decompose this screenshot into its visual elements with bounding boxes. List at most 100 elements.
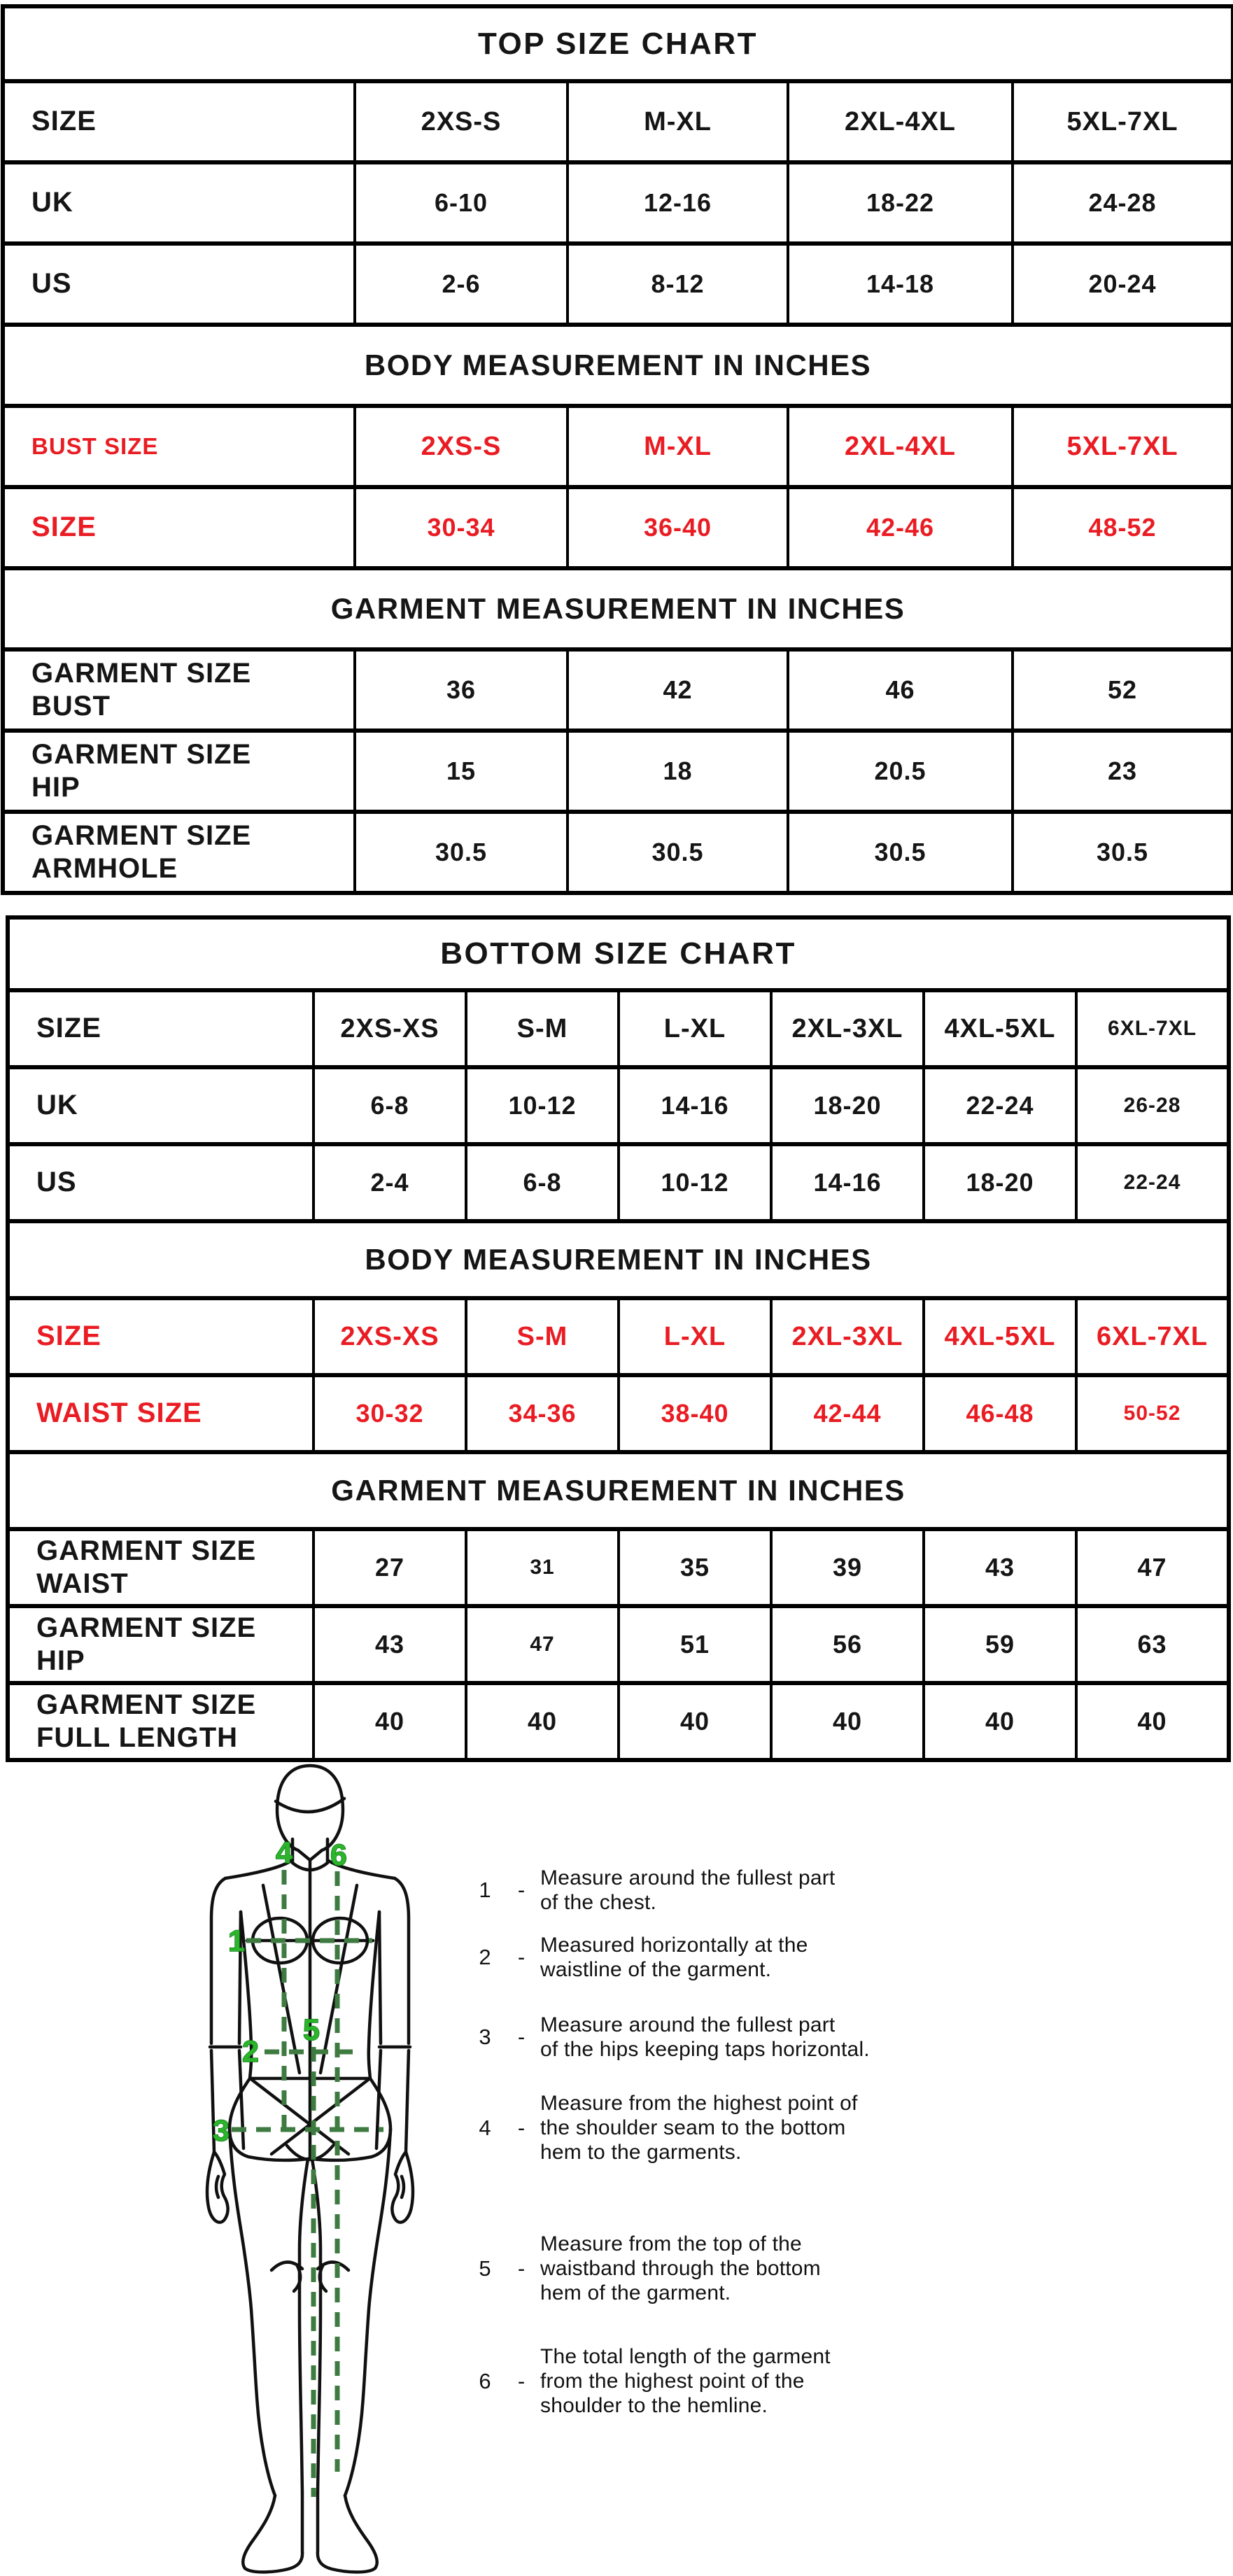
section-header: GARMENT MEASUREMENT IN INCHES — [1, 566, 1233, 652]
hip-seams — [250, 2078, 370, 2162]
value-cell: 46-48 — [922, 1373, 1078, 1454]
value-cell: 30-32 — [312, 1373, 467, 1454]
value-cell: 46 — [787, 647, 1014, 733]
value-cell: 50-52 — [1074, 1373, 1231, 1454]
section-header: BODY MEASUREMENT IN INCHES — [1, 323, 1233, 408]
row-label: GARMENT SIZE HIP — [6, 1604, 315, 1685]
legend-item-5: 5- Measure from the top of the waistband … — [467, 2232, 1002, 2305]
value-cell: 48-52 — [1010, 485, 1233, 570]
value-cell: 31 — [465, 1527, 620, 1608]
value-cell: 14-16 — [770, 1142, 925, 1223]
row-label: SIZE — [6, 1296, 315, 1377]
right-arm — [374, 1876, 412, 2154]
table-row: GARMENT SIZE HIP 15 18 20.5 23 — [1, 729, 1233, 814]
value-cell: 30.5 — [1010, 810, 1233, 895]
header-row: BODY MEASUREMENT IN INCHES — [1, 323, 1233, 408]
knees — [269, 2260, 351, 2293]
value-cell: 40 — [770, 1681, 925, 1762]
left-leg — [227, 2127, 310, 2498]
legend-text: The total length of the garment from the… — [540, 2345, 831, 2417]
row-label: SIZE — [6, 988, 315, 1069]
legend-number: 4 — [479, 2115, 491, 2140]
legend-dash: - — [517, 2025, 526, 2049]
header-row: BODY MEASUREMENT IN INCHES — [6, 1219, 1231, 1300]
value-cell: 36-40 — [566, 485, 789, 570]
right-leg — [310, 2127, 393, 2498]
value-cell: 42 — [566, 647, 789, 733]
value-cell: 18-20 — [922, 1142, 1078, 1223]
table-row: US 2-6 8-12 14-18 20-24 — [1, 241, 1233, 327]
table-row: GARMENT SIZE ARMHOLE 30.5 30.5 30.5 30.5 — [1, 810, 1233, 895]
value-cell: 26-28 — [1074, 1065, 1231, 1146]
chart-title: BOTTOM SIZE CHART — [6, 915, 1231, 992]
row-label: US — [1, 241, 356, 327]
figure-number-5: 5 — [303, 2013, 320, 2047]
value-cell: 39 — [770, 1527, 925, 1608]
value-cell: 10-12 — [465, 1065, 620, 1146]
value-cell: 2XS-XS — [312, 988, 467, 1069]
legend-text: Measure from the top of the waistband th… — [540, 2232, 821, 2304]
value-cell: 6XL-7XL — [1074, 1296, 1231, 1377]
value-cell: 22-24 — [1074, 1142, 1231, 1223]
value-cell: 20.5 — [787, 729, 1014, 814]
figure-number-3: 3 — [213, 2114, 230, 2148]
value-cell: 18-22 — [787, 160, 1014, 246]
value-cell: 47 — [1074, 1527, 1231, 1608]
value-cell: 2XS-S — [353, 404, 569, 489]
legend-item-6: 6 - The total length of the garment from t… — [467, 2344, 1002, 2418]
value-cell: 20-24 — [1010, 241, 1233, 327]
legend-dash: - — [517, 1945, 526, 1969]
row-label: GARMENT SIZE ARMHOLE — [1, 810, 356, 895]
row-label: BUST SIZE — [1, 404, 356, 489]
table-row: WAIST SIZE 30-32 34-36 38-40 42-44 46-48 50-52 — [6, 1373, 1231, 1454]
value-cell: 6XL-7XL — [1074, 988, 1231, 1069]
right-hand — [390, 2150, 415, 2224]
value-cell: 40 — [1074, 1681, 1231, 1762]
value-cell: 34-36 — [465, 1373, 620, 1454]
value-cell: 8-12 — [566, 241, 789, 327]
value-cell: 2XL-4XL — [787, 404, 1014, 489]
legend-text: Measure from the highest point of the sh… — [540, 2092, 858, 2164]
table-row: UK 6-8 10-12 14-16 18-20 22-24 26-28 — [6, 1065, 1231, 1146]
row-label: UK — [1, 160, 356, 246]
value-cell: 4XL-5XL — [922, 1296, 1078, 1377]
legend-text: Measured horizontally at the waistline o… — [540, 1934, 808, 1981]
legend-text: Measure around the fullest part of the h… — [540, 2013, 870, 2061]
value-cell: 6-8 — [465, 1142, 620, 1223]
legend-item-2: 2 - Measured horizontally at the waistline… — [467, 1933, 1002, 1982]
table-row: SIZE 30-34 36-40 42-46 48-52 — [1, 485, 1233, 570]
value-cell: 63 — [1074, 1604, 1231, 1685]
left-hand — [205, 2150, 230, 2224]
table-row: BUST SIZE 2XS-S M-XL 2XL-4XL 5XL-7XL — [1, 404, 1233, 489]
table-row: SIZE 2XS-XS S-M L-XL 2XL-3XL 4XL-5XL 6XL-7XL — [6, 988, 1231, 1069]
value-cell: 47 — [465, 1604, 620, 1685]
value-cell: 14-18 — [787, 241, 1014, 327]
legend-dash: - — [517, 2255, 526, 2281]
measurement-legend: 1- Measure around the fullest part of the… — [467, 1866, 1002, 2418]
torso-right-side — [310, 1910, 393, 2162]
table-row: SIZE 2XS-XS S-M L-XL 2XL-3XL 4XL-5XL 6XL-7XL — [6, 1296, 1231, 1377]
value-cell: 40 — [312, 1681, 467, 1762]
value-cell: 5XL-7XL — [1010, 404, 1233, 489]
value-cell: 40 — [465, 1681, 620, 1762]
value-cell: 22-24 — [922, 1065, 1078, 1146]
value-cell: 42-46 — [787, 485, 1014, 570]
legend-item-3: 3 - Measure around the fullest part of the… — [467, 2013, 1002, 2062]
hairline — [274, 1796, 346, 1814]
legend-dash: - — [517, 2115, 526, 2140]
chart-title: TOP SIZE CHART — [1, 4, 1233, 83]
value-cell: 15 — [353, 729, 569, 814]
value-cell: L-XL — [617, 1296, 773, 1377]
value-cell: 30.5 — [566, 810, 789, 895]
row-label: GARMENT SIZE WAIST — [6, 1527, 315, 1608]
bottom-size-chart-table: BOTTOM SIZE CHART SIZE 2XS-XS S-M L-XL 2XL-3X… — [6, 915, 1232, 1762]
value-cell: 43 — [312, 1604, 467, 1685]
value-cell: 10-12 — [617, 1142, 773, 1223]
legend-item-1: 1 - Measure around the fullest part of the… — [467, 1866, 1002, 1915]
value-cell: M-XL — [566, 79, 789, 164]
value-cell: 52 — [1010, 647, 1233, 733]
legend-item-4: 4 - Measure from the highest point of the … — [467, 2091, 1002, 2165]
left-arm — [208, 1876, 246, 2154]
value-cell: 18-20 — [770, 1065, 925, 1146]
value-cell: 43 — [922, 1527, 1078, 1608]
